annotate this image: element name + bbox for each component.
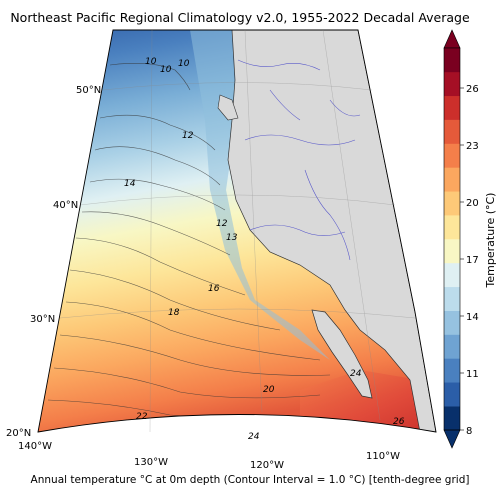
contour-label: 12 xyxy=(182,131,194,141)
colorbar-tick-label: 14 xyxy=(466,312,479,323)
lon-labels: 140°W 130°W 120°W 110°W xyxy=(18,441,400,471)
contour-label: 13 xyxy=(226,233,238,243)
colorbar-cell xyxy=(444,119,460,144)
colorbar-cell xyxy=(444,239,460,264)
contour-labels: 10 10 10 12 14 12 13 16 18 20 22 24 24 2… xyxy=(124,57,405,442)
contour-label: 12 xyxy=(216,219,228,229)
colorbar-cell xyxy=(444,167,460,192)
figure-caption: Annual temperature °C at 0m depth (Conto… xyxy=(30,474,470,486)
contour-label: 16 xyxy=(208,284,220,294)
colorbar-cell xyxy=(444,71,460,97)
map-frame xyxy=(37,29,437,433)
colorbar-cell xyxy=(444,382,460,407)
colorbar-cell xyxy=(444,262,460,288)
lon-label: 140°W xyxy=(18,441,52,452)
colorbar-tick-label: 20 xyxy=(466,198,479,209)
colorbar-cells xyxy=(444,48,460,431)
contour-label: 22 xyxy=(136,412,148,422)
colorbar: 26 23 20 17 14 11 8 Temperature (°C) xyxy=(443,29,497,449)
lon-label: 130°W xyxy=(134,457,168,468)
lat-label: 40°N xyxy=(53,200,78,211)
colorbar-tick-label: 23 xyxy=(466,141,479,152)
colorbar-label: Temperature (°C) xyxy=(484,193,497,289)
colorbar-tick-label: 8 xyxy=(466,426,472,437)
colorbar-cell xyxy=(444,286,460,311)
colorbar-cell xyxy=(444,215,460,240)
colorbar-cell xyxy=(444,310,460,335)
colorbar-tick-label: 17 xyxy=(466,255,479,266)
colorbar-cell xyxy=(444,358,460,383)
contour-label: 20 xyxy=(263,385,275,395)
colorbar-cell xyxy=(444,406,460,431)
graticule xyxy=(59,29,416,433)
contour-label: 18 xyxy=(168,308,180,318)
lat-label: 20°N xyxy=(6,428,31,439)
lat-label: 30°N xyxy=(30,314,55,325)
colorbar-cell xyxy=(444,143,460,168)
lat-labels: 50°N 40°N 30°N 20°N xyxy=(6,85,101,439)
colorbar-cell xyxy=(444,95,460,120)
contour-label: 24 xyxy=(248,432,260,442)
colorbar-tick-label: 26 xyxy=(466,84,479,95)
contour-label: 10 xyxy=(178,59,190,69)
colorbar-cell xyxy=(444,48,460,73)
colorbar-min-triangle xyxy=(443,429,461,449)
lon-label: 110°W xyxy=(366,451,400,462)
land xyxy=(217,30,436,432)
figure-title: Northeast Pacific Regional Climatology v… xyxy=(10,10,470,25)
contour-label: 24 xyxy=(350,369,362,379)
colorbar-cell xyxy=(444,191,460,216)
lon-label: 120°W xyxy=(250,460,284,471)
colorbar-cell xyxy=(444,334,460,359)
contour-label: 14 xyxy=(124,179,136,189)
lat-label: 50°N xyxy=(76,85,101,96)
contour-label: 10 xyxy=(160,65,172,75)
colorbar-max-triangle xyxy=(443,29,461,49)
contour-label: 10 xyxy=(145,57,157,67)
colorbar-tick-label: 11 xyxy=(466,369,479,380)
contour-label: 26 xyxy=(393,417,405,427)
